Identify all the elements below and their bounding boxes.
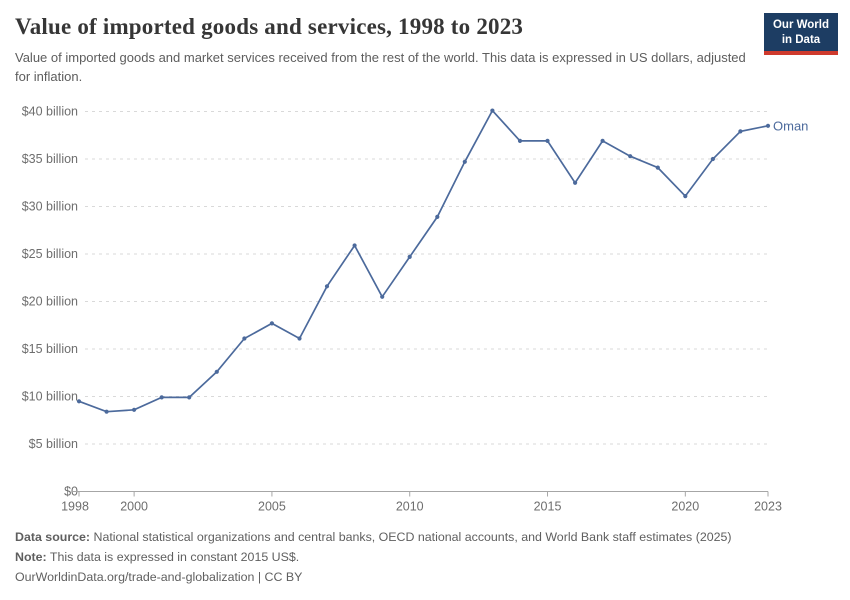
data-point-marker[interactable] bbox=[214, 369, 219, 374]
owid-logo-red-bar bbox=[764, 51, 838, 56]
data-point-marker[interactable] bbox=[407, 254, 412, 259]
data-point-marker[interactable] bbox=[297, 336, 302, 341]
series-label-oman[interactable]: Oman bbox=[773, 118, 808, 133]
data-point-marker[interactable] bbox=[765, 123, 771, 128]
x-axis-tick-label: 2023 bbox=[754, 500, 782, 514]
data-point-marker[interactable] bbox=[573, 180, 578, 185]
data-point-marker[interactable] bbox=[132, 407, 137, 412]
data-point-marker[interactable] bbox=[490, 108, 495, 113]
data-point-marker[interactable] bbox=[380, 294, 385, 299]
data-point-marker[interactable] bbox=[683, 194, 688, 199]
chart-footer: Data source: National statistical organi… bbox=[15, 528, 732, 588]
data-point-marker[interactable] bbox=[738, 129, 743, 134]
y-axis-tick-label: $10 billion bbox=[22, 390, 78, 404]
y-axis-tick-label: $15 billion bbox=[22, 342, 78, 356]
y-axis-tick-label: $35 billion bbox=[22, 152, 78, 166]
data-point-marker[interactable] bbox=[104, 409, 109, 414]
y-axis-tick-label: $0 bbox=[64, 485, 78, 499]
y-axis-tick-label: $5 billion bbox=[29, 437, 78, 451]
x-axis-tick-label: 2020 bbox=[671, 500, 699, 514]
owid-logo-line2: in Data bbox=[781, 33, 821, 46]
owid-logo-line1: Our World bbox=[772, 19, 829, 31]
chart-header: Value of imported goods and services, 19… bbox=[15, 14, 755, 87]
data-point-marker[interactable] bbox=[187, 395, 192, 400]
data-point-marker[interactable] bbox=[628, 154, 633, 159]
data-point-marker[interactable] bbox=[462, 159, 467, 164]
data-point-marker[interactable] bbox=[545, 138, 550, 143]
data-point-marker[interactable] bbox=[655, 165, 660, 170]
y-axis-tick-label: $25 billion bbox=[22, 247, 78, 261]
data-point-marker[interactable] bbox=[324, 284, 330, 289]
series-line-oman[interactable] bbox=[78, 109, 769, 413]
note-label: Note: bbox=[15, 549, 47, 564]
data-source-label: Data source: bbox=[15, 530, 91, 544]
license-line[interactable]: OurWorldinData.org/trade-and-globalizati… bbox=[15, 569, 303, 584]
y-axis-tick-label: $40 billion bbox=[22, 105, 78, 119]
data-point-marker[interactable] bbox=[600, 138, 605, 143]
note-line: Note: This data is expressed in constant… bbox=[15, 548, 732, 568]
data-source-line: Data source: National statistical organi… bbox=[15, 528, 732, 548]
data-point-marker[interactable] bbox=[76, 399, 82, 404]
owid-logo-box: Our World in Data bbox=[764, 13, 838, 52]
x-axis-tick-label: 2010 bbox=[396, 500, 424, 514]
data-source-text: National statistical organizations and c… bbox=[93, 530, 732, 544]
note-text: This data is expressed in constant 2015 … bbox=[49, 549, 300, 564]
x-axis-tick-label: 2000 bbox=[120, 500, 148, 514]
data-point-marker[interactable] bbox=[517, 138, 523, 143]
data-point-marker[interactable] bbox=[435, 214, 440, 219]
x-axis-tick-label: 2005 bbox=[258, 500, 286, 514]
data-point-marker[interactable] bbox=[242, 336, 247, 341]
owid-logo[interactable]: Our World in Data bbox=[764, 13, 838, 56]
y-axis-tick-label: $30 billion bbox=[22, 200, 78, 214]
data-point-marker[interactable] bbox=[352, 243, 357, 248]
data-point-marker[interactable] bbox=[710, 156, 716, 162]
x-axis-tick-label: 2015 bbox=[534, 500, 562, 514]
data-point-marker[interactable] bbox=[159, 395, 164, 400]
y-axis-tick-label: $20 billion bbox=[22, 295, 78, 309]
data-point-marker[interactable] bbox=[269, 321, 274, 326]
x-axis-tick-label: 1998 bbox=[61, 500, 89, 514]
chart-subtitle: Value of imported goods and market servi… bbox=[15, 50, 746, 84]
chart-title: Value of imported goods and services, 19… bbox=[15, 14, 524, 39]
